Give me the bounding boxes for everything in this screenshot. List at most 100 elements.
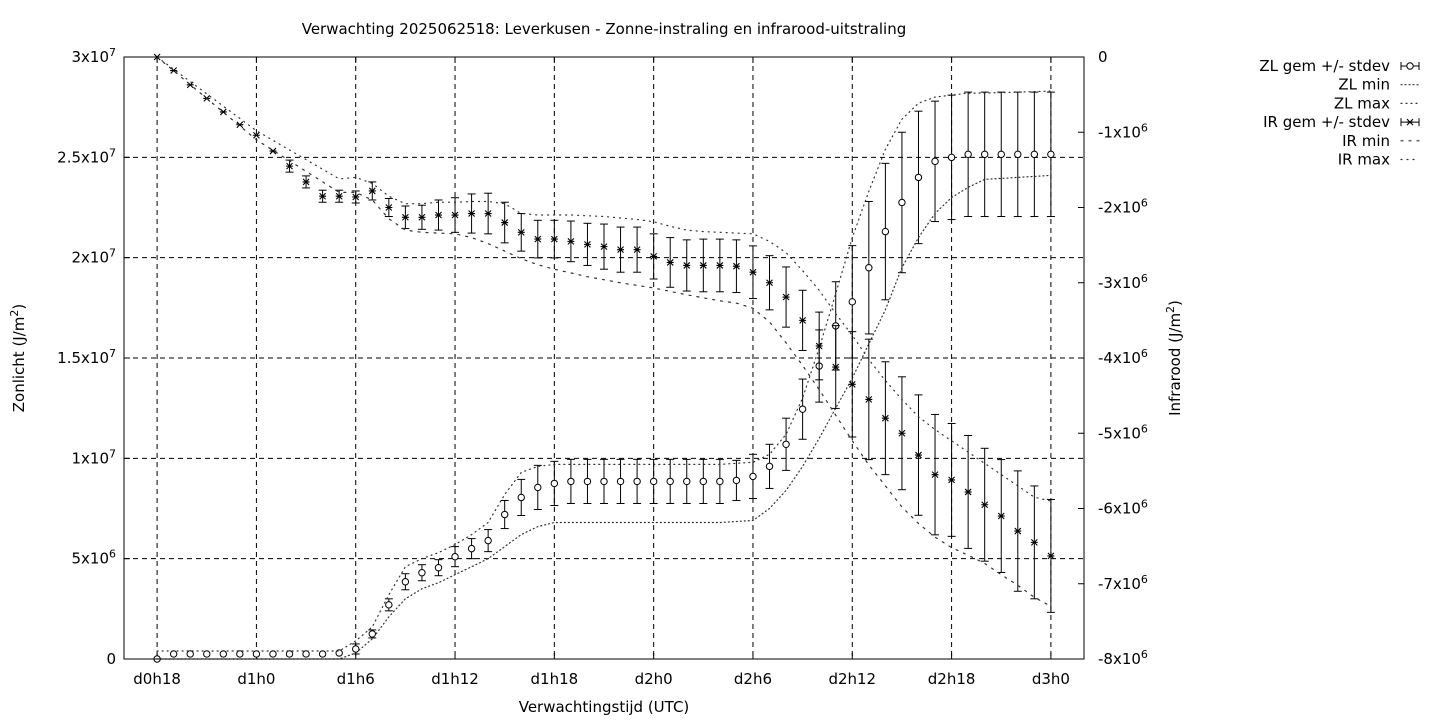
- series-5: [156, 56, 1052, 607]
- data-point: [319, 192, 327, 200]
- data-point: [617, 246, 625, 254]
- y-tick-label: 1.5x107: [57, 347, 116, 367]
- data-point: [732, 476, 741, 485]
- data-point: [914, 451, 922, 459]
- data-point: [451, 552, 459, 561]
- legend-label: IR gem +/- stdev: [1263, 113, 1390, 131]
- data-point: [799, 316, 807, 324]
- data-point: [501, 219, 509, 226]
- data-point: [484, 210, 492, 217]
- x-tick-label: d1h12: [431, 670, 479, 688]
- data-point: [418, 213, 426, 221]
- series-1: [153, 91, 1055, 663]
- data-point: [914, 173, 923, 182]
- y-tick-label: 5x106: [71, 548, 116, 568]
- x-tick-label: d2h6: [734, 670, 772, 688]
- data-point: [749, 472, 757, 481]
- data-point: [948, 476, 956, 484]
- data-point: [418, 569, 426, 577]
- legend-item: IR gem +/- stdev: [1263, 113, 1420, 131]
- data-point: [765, 462, 774, 471]
- plot-frame: [123, 56, 1085, 660]
- data-point: [964, 150, 972, 159]
- y2-tick-label: -3x106: [1098, 272, 1148, 292]
- data-point: [865, 395, 873, 403]
- data-point: [898, 429, 906, 437]
- data-point: [898, 198, 906, 207]
- legend-marker: [1406, 62, 1414, 70]
- y-tick-label: 3x107: [71, 46, 116, 66]
- data-point: [517, 228, 525, 236]
- data-point: [252, 131, 260, 139]
- data-point: [881, 227, 890, 236]
- data-point: [567, 477, 575, 486]
- y2-tick-label: -5x106: [1098, 422, 1148, 442]
- data-point: [186, 650, 194, 658]
- data-point: [865, 264, 873, 272]
- data-point: [649, 477, 658, 486]
- y2-tick-label: -1x106: [1098, 121, 1148, 141]
- y-tick-label: 1x107: [71, 447, 116, 467]
- data-point: [169, 650, 178, 658]
- data-point: [848, 298, 856, 306]
- data-point: [1030, 150, 1039, 159]
- data-point: [600, 477, 608, 486]
- data-point: [931, 471, 939, 479]
- tick-layer: d0h18 d1h0 d1h6 d1h12 d1h18 d2h0 d2h6 d2h12 d2h1…: [57, 46, 1148, 688]
- data-point: [716, 477, 724, 486]
- series-2: [156, 174, 1052, 660]
- y-tick-label: 2x107: [71, 247, 116, 267]
- y2-axis-label: Infrarood (J/m2): [1164, 300, 1184, 416]
- y-axis-label: Zonlicht (J/m2): [8, 304, 28, 413]
- x-tick-label: d0h18: [133, 670, 181, 688]
- series-6: [156, 56, 1052, 502]
- data-point: [964, 488, 972, 496]
- data-point: [716, 262, 724, 269]
- data-point: [1030, 538, 1038, 546]
- data-point: [1047, 150, 1055, 159]
- data-point: [385, 601, 393, 609]
- data-point: [318, 650, 327, 658]
- data-point: [401, 578, 410, 586]
- data-point: [434, 211, 442, 219]
- data-point: [352, 645, 360, 653]
- data-point: [1047, 552, 1055, 560]
- data-point: [683, 477, 691, 486]
- legend-item: ZL min: [1338, 76, 1420, 94]
- series-line: [156, 56, 1052, 607]
- data-point: [683, 262, 691, 269]
- data-point: [666, 259, 674, 266]
- data-point: [947, 153, 956, 162]
- data-point: [832, 363, 840, 371]
- data-point: [401, 213, 409, 221]
- legend-label: IR min: [1342, 132, 1390, 150]
- data-point: [980, 150, 989, 159]
- data-point: [451, 211, 459, 219]
- data-point: [600, 243, 608, 251]
- data-point: [633, 246, 641, 254]
- legend-item: ZL gem +/- stdev: [1259, 57, 1420, 75]
- data-point: [550, 479, 559, 488]
- x-tick-label: d2h0: [635, 670, 673, 688]
- x-tick-label: d2h18: [928, 670, 976, 688]
- data-point: [616, 477, 625, 486]
- series-line: [156, 56, 1052, 502]
- data-point: [219, 650, 228, 658]
- data-point: [368, 630, 376, 638]
- data-point: [815, 342, 823, 350]
- data-point: [467, 544, 476, 553]
- data-point: [931, 157, 939, 166]
- legend-label: IR max: [1338, 151, 1390, 169]
- data-point: [583, 477, 592, 486]
- legend-item: ZL max: [1334, 94, 1420, 112]
- grid-layer: [124, 57, 1084, 659]
- data-point: [500, 510, 509, 519]
- data-point: [434, 563, 443, 572]
- data-point: [782, 440, 790, 448]
- y2-tick-label: -8x106: [1098, 648, 1148, 668]
- data-point: [981, 501, 989, 509]
- data-point: [766, 279, 774, 287]
- series-line: [156, 90, 1052, 652]
